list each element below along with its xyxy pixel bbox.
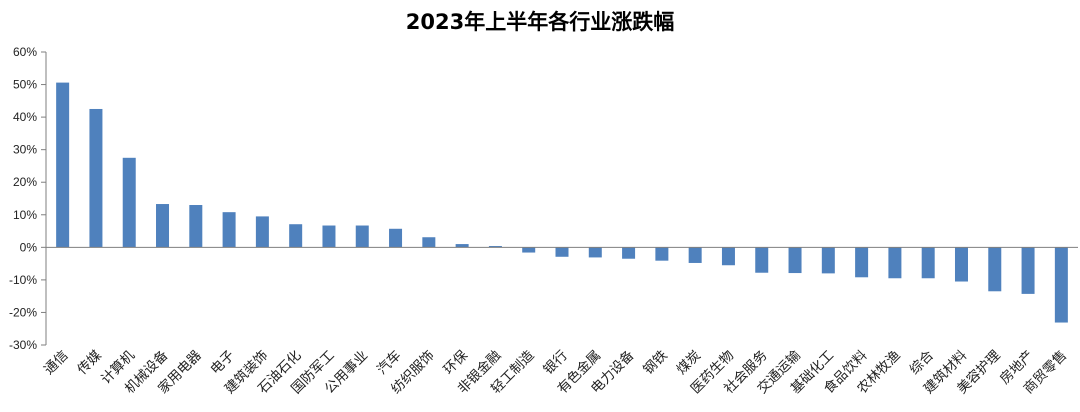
bar [655,247,669,261]
bar [56,82,70,248]
bar [189,205,203,248]
bar [488,246,502,248]
y-tick-label: -20% [9,305,37,319]
y-tick-label: 40% [13,110,37,124]
bar [721,247,735,266]
bar [755,247,769,273]
bar [322,225,336,248]
bar [122,157,136,248]
bar [222,212,236,248]
bar [1054,247,1068,323]
bar [821,247,835,274]
bar-series [56,82,1068,323]
bar [688,247,702,263]
y-axis: 60% 50% 40% 30% 20% 10% 0% -10% -20% -30% [9,45,47,352]
bar [289,224,303,248]
bar [522,247,536,253]
bar [788,247,802,274]
bar [988,247,1002,292]
bar [588,247,602,258]
chart-title: 2023年上半年各行业涨跌幅 [406,10,674,34]
bar [422,237,436,248]
y-tick-label: 0% [20,240,38,254]
x-tick-label: 钢铁 [640,347,671,378]
y-tick-label: 30% [13,143,37,157]
y-tick-label: 50% [13,78,37,92]
y-tick-label: 60% [13,45,37,59]
y-tick-label: -10% [9,273,37,287]
bar [355,225,369,248]
bar [888,247,902,279]
bar [622,247,636,259]
bar [855,247,869,278]
bar [455,244,469,248]
bar [555,247,569,257]
bar [921,247,935,279]
bar [89,108,103,248]
bar [954,247,968,282]
bar [1021,247,1035,294]
bar [255,216,269,248]
bar [389,228,403,248]
y-tick-label: 10% [13,208,37,222]
y-tick-label: -30% [9,338,37,352]
y-tick-label: 20% [13,175,37,189]
bar [156,204,170,248]
x-tick-label: 通信 [41,348,71,378]
